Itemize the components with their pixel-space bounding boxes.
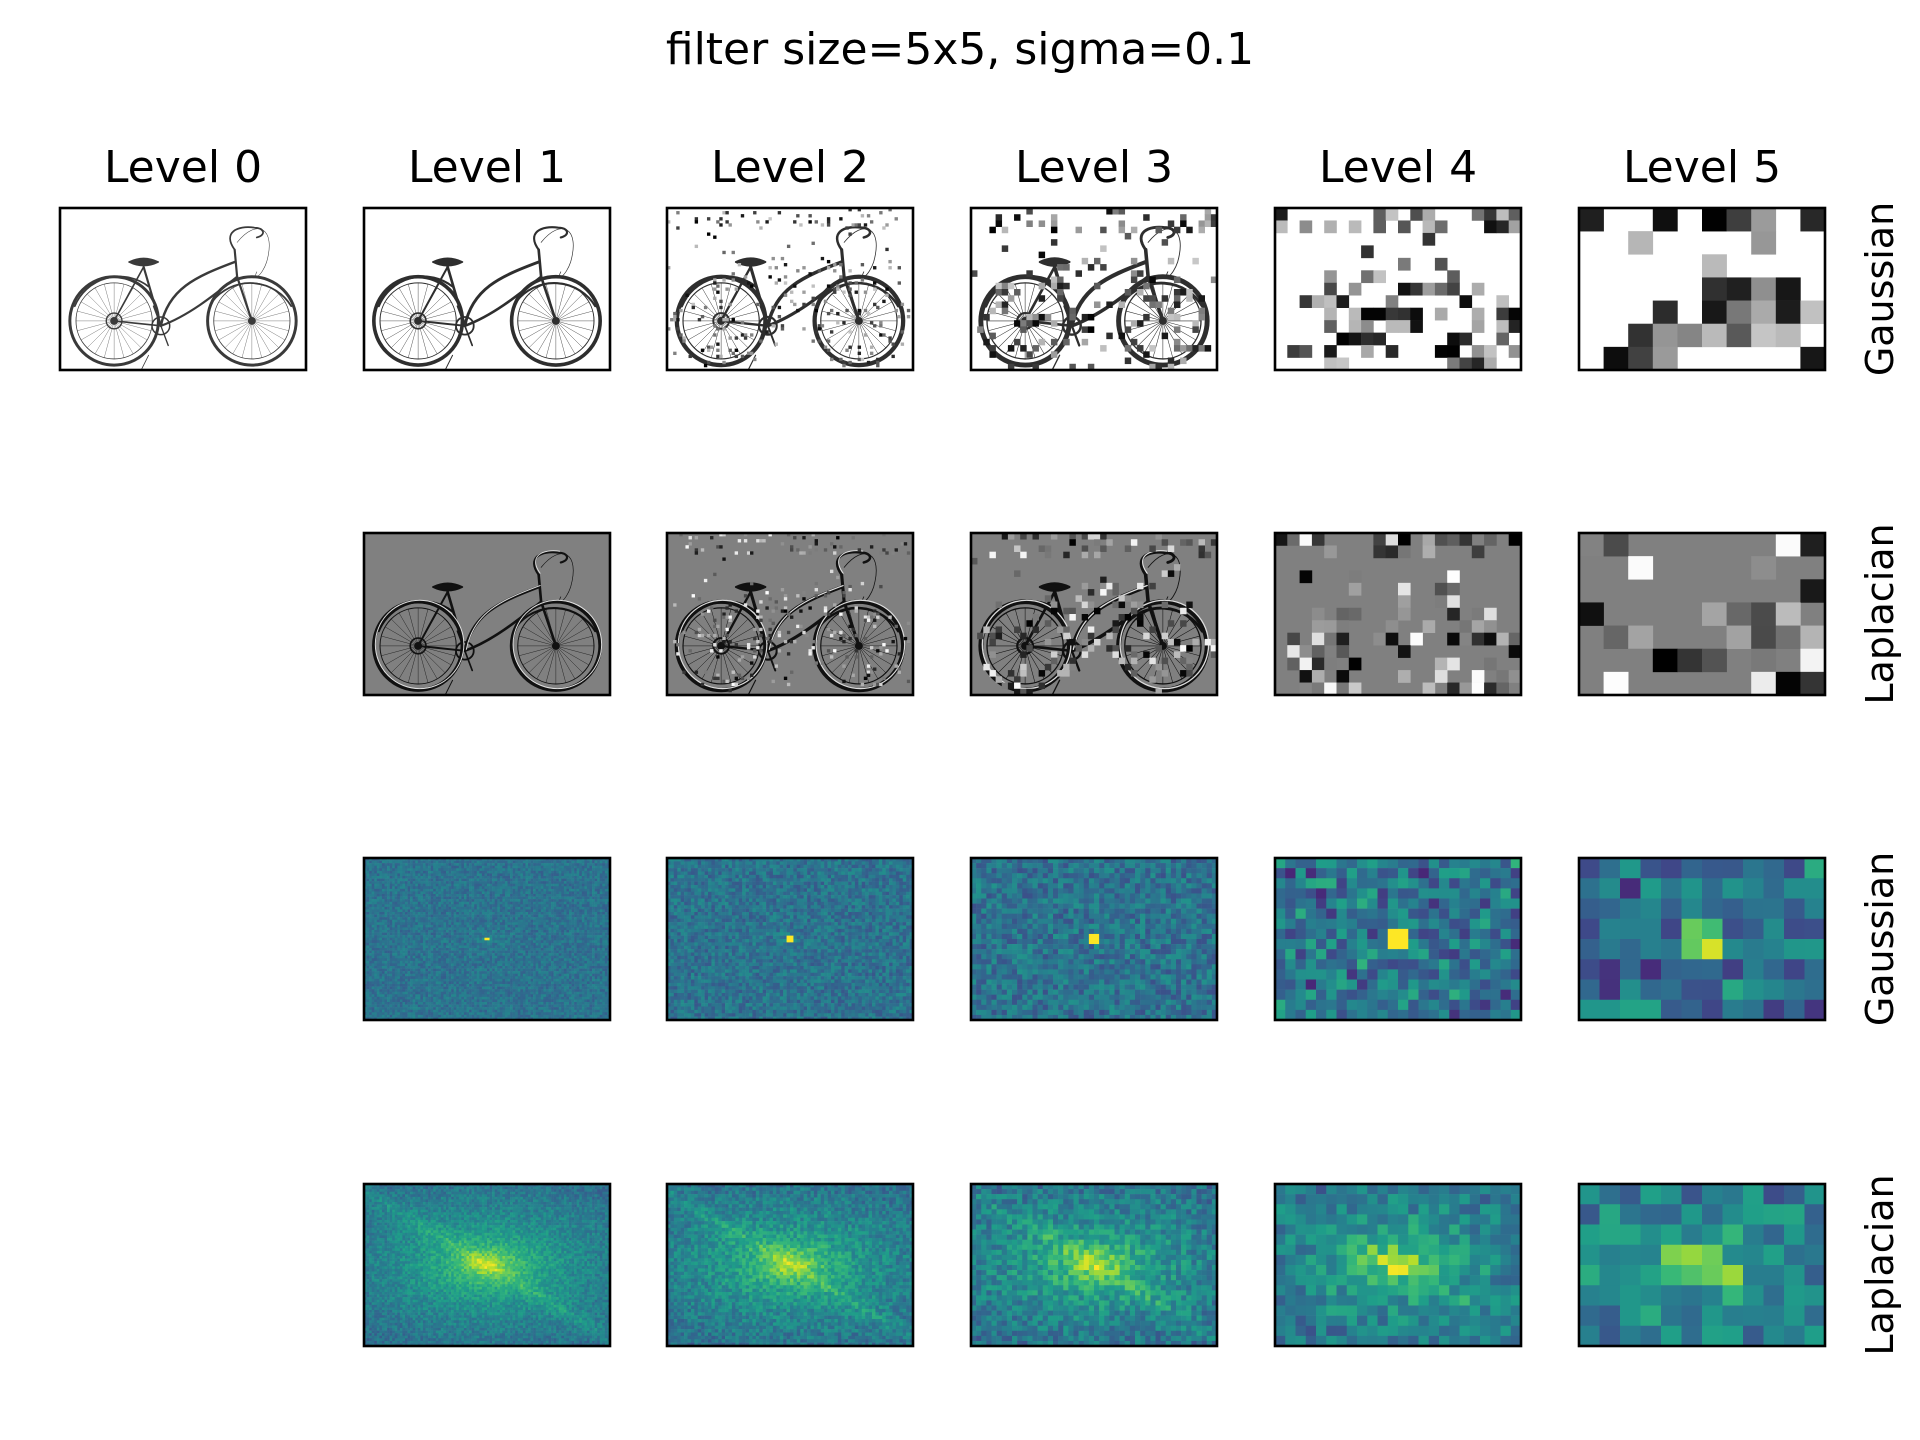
column-title-level-3: Level 3 bbox=[1015, 142, 1173, 193]
panel-row3-level-5 bbox=[1577, 856, 1827, 1022]
row-label-4: Laplacian bbox=[1858, 1174, 1902, 1355]
row-labels: Gaussian Laplacian Gaussian Laplacian bbox=[1858, 202, 1902, 1356]
panel-row3-level-3 bbox=[969, 856, 1219, 1022]
panel-row3-level-2 bbox=[665, 856, 915, 1022]
column-title-level-5: Level 5 bbox=[1623, 142, 1781, 193]
panel-row1-level-0 bbox=[58, 206, 308, 372]
column-title-level-2: Level 2 bbox=[711, 142, 869, 193]
panel-row2-level-4 bbox=[1273, 531, 1523, 697]
figure-title: filter size=5x5, sigma=0.1 bbox=[666, 24, 1254, 75]
panel-row3-level-4 bbox=[1273, 856, 1523, 1022]
panel-row2-level-2 bbox=[665, 531, 915, 697]
panel-row2-level-5 bbox=[1577, 531, 1827, 697]
column-title-level-0: Level 0 bbox=[104, 142, 262, 193]
panel-row1-level-3 bbox=[969, 206, 1219, 372]
panel-row3-level-1 bbox=[362, 856, 612, 1022]
column-titles: Level 0 Level 1 Level 2 Level 3 Level 4 Level… bbox=[104, 142, 1781, 193]
panel-row2-level-3 bbox=[969, 531, 1219, 697]
panel-row2-level-1 bbox=[362, 531, 612, 697]
column-title-level-1: Level 1 bbox=[408, 142, 566, 193]
panel-row4-level-5 bbox=[1577, 1182, 1827, 1348]
panel-row4-level-1 bbox=[362, 1182, 612, 1348]
panel-row1-level-2 bbox=[665, 206, 915, 372]
column-title-level-4: Level 4 bbox=[1319, 142, 1477, 193]
panels bbox=[58, 206, 1827, 1348]
panel-row1-level-5 bbox=[1577, 206, 1827, 372]
panel-row4-level-3 bbox=[969, 1182, 1219, 1348]
panel-row4-level-2 bbox=[665, 1182, 915, 1348]
row-label-2: Laplacian bbox=[1858, 523, 1902, 704]
panel-row1-level-1 bbox=[362, 206, 612, 372]
row-label-3: Gaussian bbox=[1858, 852, 1902, 1026]
panel-row1-level-4 bbox=[1273, 206, 1523, 372]
panel-row4-level-4 bbox=[1273, 1182, 1523, 1348]
row-label-1: Gaussian bbox=[1858, 202, 1902, 376]
